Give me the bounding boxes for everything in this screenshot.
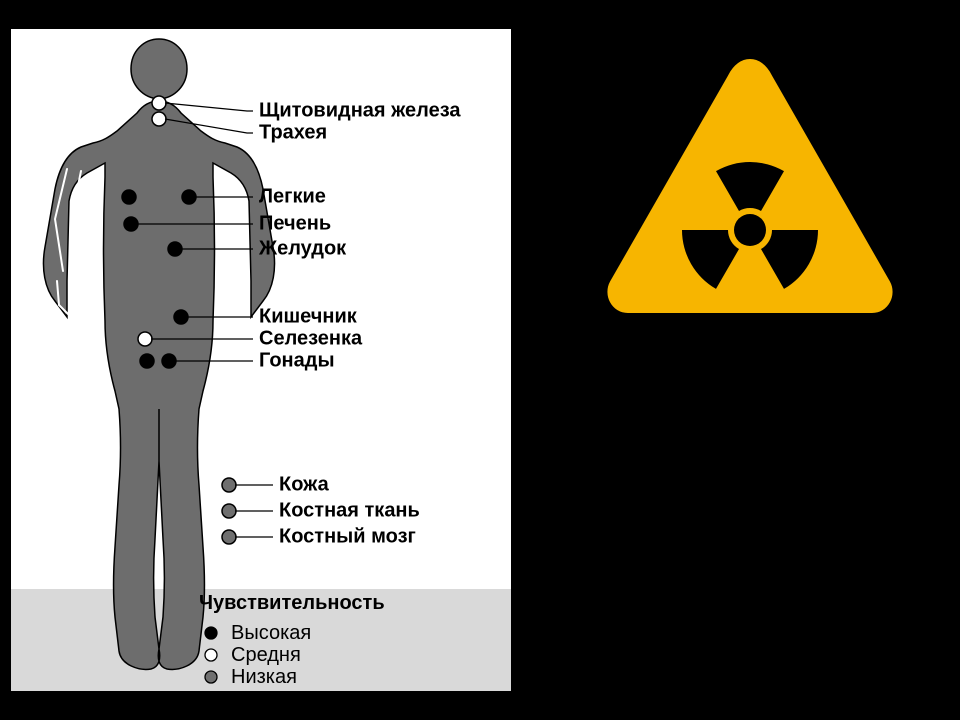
organ-dot xyxy=(122,190,136,204)
legend-item-label: Средня xyxy=(231,644,301,666)
organ-dot xyxy=(152,112,166,126)
trefoil-center xyxy=(734,214,766,246)
legend-title: Чувствительность xyxy=(199,592,385,614)
organ-dot xyxy=(138,332,152,346)
organ-dot xyxy=(222,504,236,518)
organ-dot xyxy=(182,190,196,204)
organ-label: Трахея xyxy=(259,121,327,143)
organ-label: Кожа xyxy=(279,473,330,495)
organ-dot xyxy=(222,530,236,544)
organ-skin: Кожа xyxy=(222,473,330,495)
organ-label: Щитовидная железа xyxy=(259,99,461,121)
organ-label: Костная ткань xyxy=(279,499,420,521)
organ-dot xyxy=(124,217,138,231)
legend-item-label: Низкая xyxy=(231,666,297,688)
organ-dot xyxy=(140,354,154,368)
diagram-panel: Щитовидная железаТрахея Легкие Печень Желуд… xyxy=(10,28,512,692)
organ-thyroid: Щитовидная железа xyxy=(152,96,461,121)
legend-dot xyxy=(205,649,217,661)
organ-label: Кишечник xyxy=(259,305,358,327)
body-silhouette xyxy=(43,39,274,669)
legend-dot xyxy=(205,627,217,639)
legend-dot xyxy=(205,671,217,683)
organ-label: Печень xyxy=(259,212,331,234)
organ-dot xyxy=(162,354,176,368)
legend-item-label: Высокая xyxy=(231,622,311,644)
organ-dot xyxy=(152,96,166,110)
organ-label: Гонады xyxy=(259,349,335,371)
organ-dot xyxy=(174,310,188,324)
radiation-hazard-icon xyxy=(590,38,910,328)
organ-dot xyxy=(168,242,182,256)
organ-dot xyxy=(222,478,236,492)
organ-label: Легкие xyxy=(259,185,326,207)
organ-label: Желудок xyxy=(258,237,347,259)
organ-bone: Костная ткань xyxy=(222,499,420,521)
organ-marrow: Костный мозг xyxy=(222,525,416,547)
organ-label: Костный мозг xyxy=(279,525,416,547)
organ-label: Селезенка xyxy=(259,327,363,349)
